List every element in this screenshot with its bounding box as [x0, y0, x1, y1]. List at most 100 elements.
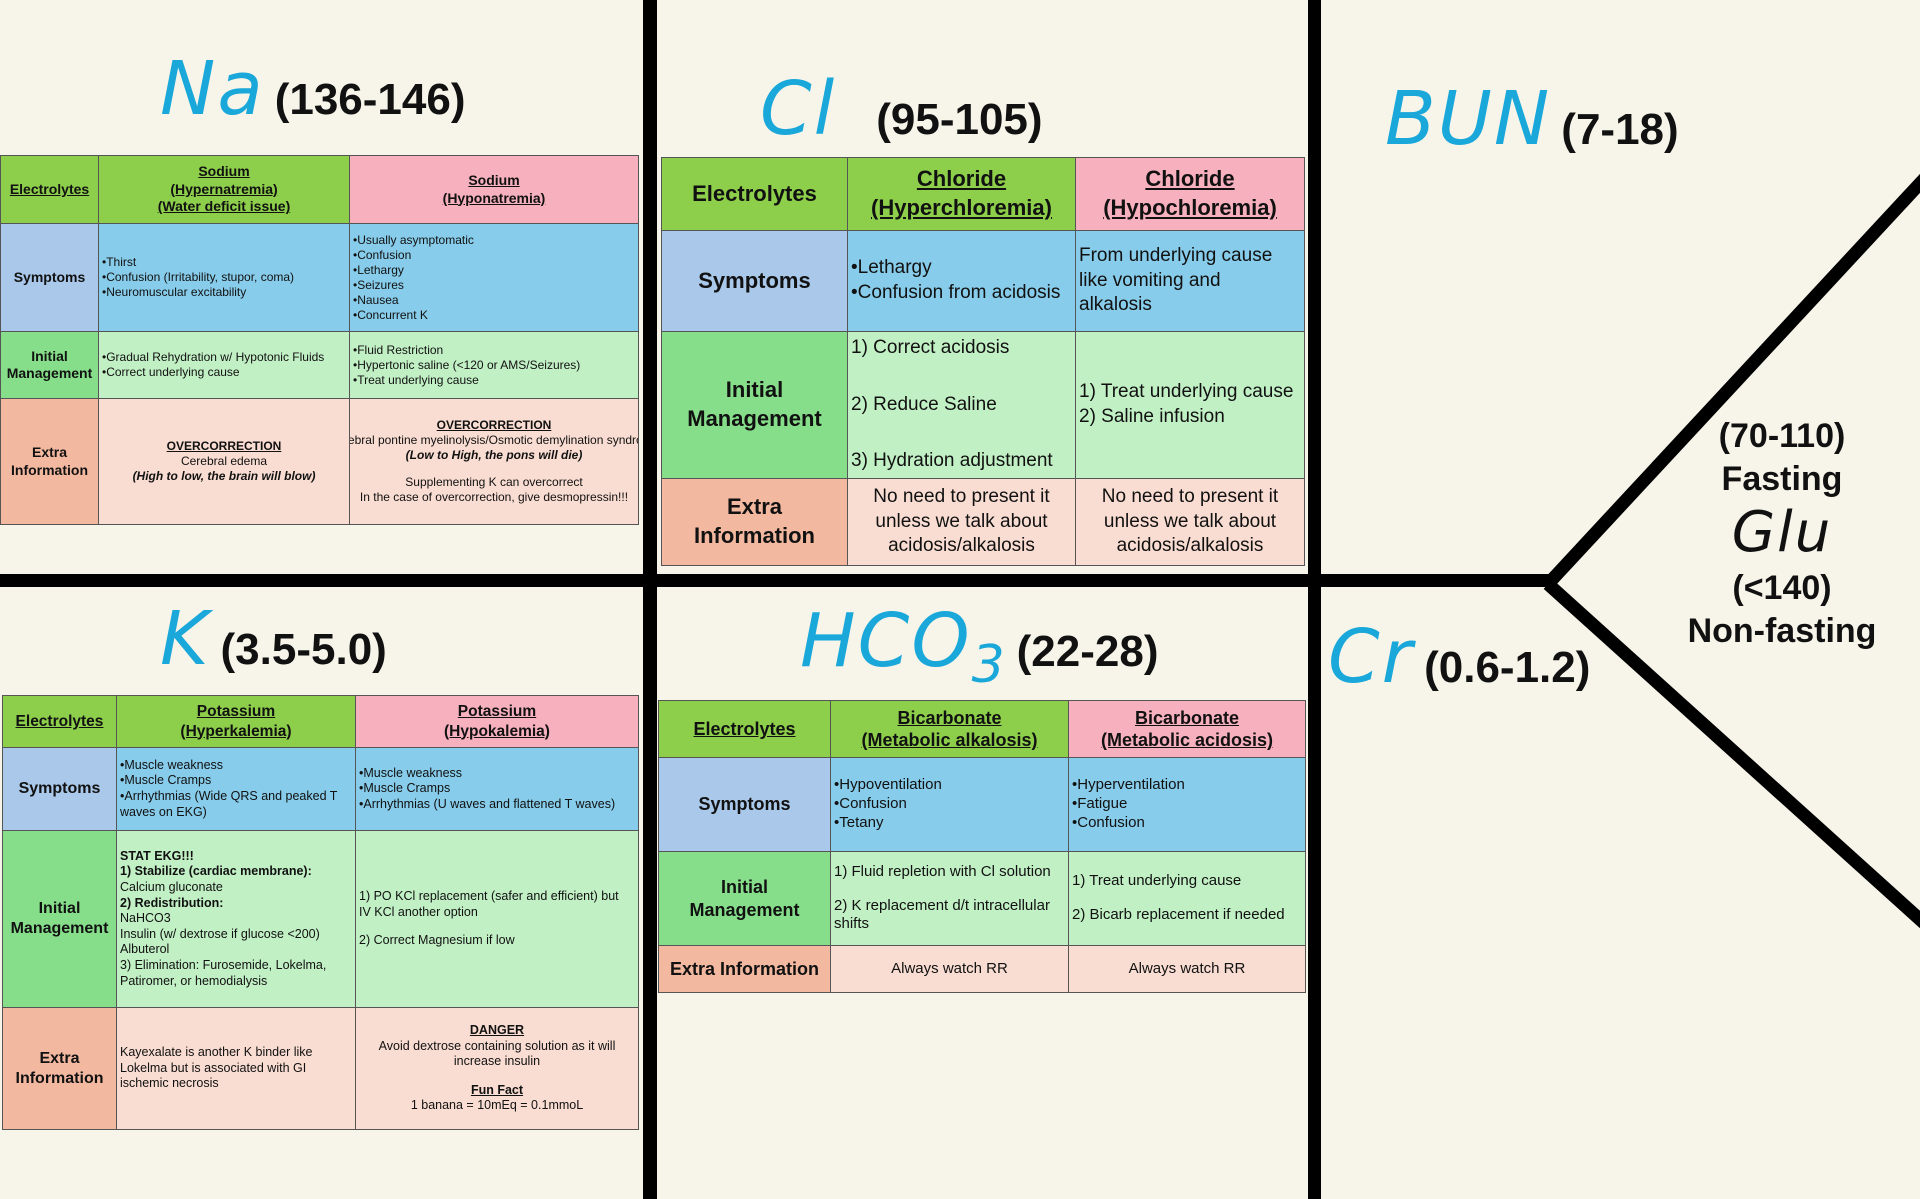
symbol-text: HCO	[800, 598, 972, 684]
cell-line: 2) Saline infusion	[1079, 406, 1225, 427]
cell-line: Always watch RR	[891, 959, 1008, 977]
cell-line: Initial	[31, 347, 68, 364]
cell-line: Kayexalate is another K binder like	[120, 1045, 313, 1060]
cell-line: waves on EKG)	[120, 804, 207, 819]
cell-line: (High to low, the brain will blow)	[132, 469, 316, 483]
cell-line: Fun Fact	[470, 1082, 524, 1097]
cell-line: Symptoms	[18, 780, 101, 797]
header-cell: Electrolytes	[658, 700, 831, 758]
table-cell: DANGER Avoid dextrose containing solution…	[355, 1007, 639, 1130]
cell-line: •Fluid Restriction	[353, 342, 444, 357]
row-label: Initial Management	[661, 331, 848, 479]
cell-line: Avoid dextrose containing solution as it…	[378, 1038, 616, 1053]
range: (70-110)	[1718, 417, 1846, 455]
cell-line: unless we talk about	[875, 510, 1048, 532]
cell-line: Information	[11, 461, 88, 478]
header-cell: Electrolytes	[2, 695, 117, 748]
cell-line: •Seizures	[353, 277, 404, 292]
divider	[0, 574, 1550, 587]
cell-line: (Hypernatremia)	[170, 180, 278, 197]
cell-line: Management	[689, 899, 800, 920]
cell-line: (Water deficit issue)	[157, 198, 291, 215]
symbol: BUN	[1385, 76, 1552, 162]
cell-line: 2) Bicarb replacement if needed	[1072, 906, 1285, 923]
cell-line: alkalosis	[1079, 294, 1152, 316]
cell-line: acidosis/alkalosis	[888, 535, 1035, 557]
panel-title: K (3.5-5.0)	[160, 596, 387, 682]
cell-line: 2) Redistribution:	[120, 895, 224, 910]
cell-line: Management	[10, 920, 109, 937]
table-cell: From underlying cause like vomiting and al…	[1075, 230, 1305, 332]
cell-line: (Hyperkalemia)	[180, 722, 292, 740]
table-cell: 1) Correct acidosis 2) Reduce Saline 3) Hy…	[847, 331, 1076, 479]
header-cell: Potassium (Hypokalemia)	[355, 695, 639, 748]
cell-line: •Arrhythmias (U waves and flattened T wa…	[359, 796, 616, 811]
cell-line: Symptoms	[698, 794, 791, 815]
cell-line: (Low to High, the pons will die)	[405, 448, 583, 462]
table-cell: •Fluid Restriction •Hypertonic saline (<1…	[349, 331, 639, 399]
symbol: Cl	[760, 66, 837, 152]
cell-line: (Metabolic alkalosis)	[861, 730, 1038, 750]
table-cell: •Lethargy •Confusion from acidosis	[847, 230, 1076, 332]
table-cell: Always watch RR	[1068, 945, 1306, 993]
range: (3.5-5.0)	[220, 625, 387, 674]
header-cell: Chloride (Hypochloremia)	[1075, 157, 1305, 231]
cell-line: Initial	[720, 877, 768, 897]
cell-line: NaHCO3	[120, 911, 171, 926]
panel-title: Cl (95-105)	[760, 66, 1043, 152]
cell-line: Information	[15, 1069, 104, 1087]
cell-line: 1 banana = 10mEq = 0.1mmoL	[410, 1098, 584, 1113]
header-cell: Sodium (Hypernatremia) (Water deficit issu…	[98, 155, 350, 224]
cell-line: ischemic necrosis	[120, 1076, 219, 1091]
range: (<140)	[1732, 569, 1832, 607]
header-cell: Electrolytes	[0, 155, 99, 224]
range: (136-146)	[274, 75, 466, 124]
cell-line: Chloride	[1145, 166, 1235, 192]
cell-line: •Nausea	[353, 292, 399, 307]
cell-line: Electrolytes	[15, 712, 104, 730]
cell-line: Lokelma but is associated with GI	[120, 1060, 307, 1075]
cell-line: Extra	[726, 494, 783, 520]
cell-line: Cerebral edema	[180, 454, 268, 468]
header-cell: Electrolytes	[661, 157, 848, 231]
cell-line: Chloride	[916, 166, 1007, 192]
cell-line: 2) K replacement d/t intracellular	[834, 896, 1050, 914]
cell-line: shifts	[834, 915, 870, 933]
table-cell: Kayexalate is another K binder like Lokel…	[116, 1007, 356, 1130]
cell-line: Insulin (w/ dextrose if glucose <200)	[120, 926, 320, 941]
cell-line: Electrolytes	[692, 180, 817, 206]
cell-line: •Muscle Cramps	[359, 781, 451, 796]
cell-line: •Lethargy	[851, 257, 932, 279]
range: (95-105)	[876, 95, 1043, 144]
cell-line: 1) PO KCl replacement (safer and efficie…	[359, 889, 619, 904]
table-cell: No need to present it unless we talk abou…	[847, 478, 1076, 566]
cell-line: Bicarbonate	[1134, 707, 1240, 728]
cell-line: Extra Information	[669, 958, 820, 979]
symbol: K	[160, 596, 211, 682]
row-label: Symptoms	[2, 747, 117, 831]
symbol: Cr	[1328, 614, 1415, 700]
cell-line: 2) Correct Magnesium if low	[359, 933, 515, 948]
cell-line: •Hypertonic saline (<120 or AMS/Seizures…	[353, 357, 581, 372]
cell-line: 1) Stabilize (cardiac membrane):	[120, 864, 312, 879]
cell-line: Albuterol	[120, 942, 170, 957]
table-cell: •Hyperventilation •Fatigue •Confusion	[1068, 757, 1306, 852]
table-cell: 1) Fluid repletion with Cl solution 2) K …	[830, 851, 1069, 946]
cell-line: (Hypokalemia)	[444, 722, 550, 740]
symbol: HCO3	[800, 598, 1007, 695]
header-cell: Sodium (Hyponatremia)	[349, 155, 639, 224]
cell-line: •Neuromuscular excitability	[102, 285, 247, 299]
table-cell: •Gradual Rehydration w/ Hypotonic Fluids…	[98, 331, 350, 399]
cell-line: IV KCl another option	[359, 904, 478, 919]
panel-title: Na (136-146)	[160, 46, 465, 132]
range: (7-18)	[1561, 105, 1679, 154]
range: (0.6-1.2)	[1424, 643, 1591, 692]
table-cell: •Usually asymptomatic •Confusion •Lethargy…	[349, 223, 639, 332]
cell-line: Symptoms	[13, 268, 86, 285]
cell-line: 1) Correct acidosis	[851, 337, 1010, 358]
table-cell: 1) Treat underlying cause 2) Bicarb repla…	[1068, 851, 1306, 946]
header-cell: Chloride (Hyperchloremia)	[847, 157, 1076, 231]
range: (22-28)	[1016, 627, 1159, 676]
cell-line: •Usually asymptomatic	[353, 232, 474, 247]
